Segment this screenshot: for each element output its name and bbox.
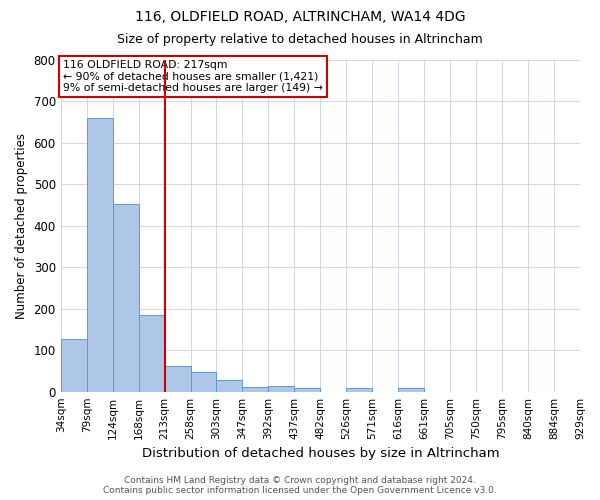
Bar [268,386,295,392]
Text: Size of property relative to detached houses in Altrincham: Size of property relative to detached ho… [117,32,483,46]
Bar [191,372,217,392]
Bar [113,204,139,392]
Bar [346,388,372,392]
X-axis label: Distribution of detached houses by size in Altrincham: Distribution of detached houses by size … [142,447,499,460]
Bar [86,118,113,392]
Text: 116, OLDFIELD ROAD, ALTRINCHAM, WA14 4DG: 116, OLDFIELD ROAD, ALTRINCHAM, WA14 4DG [134,10,466,24]
Bar [217,380,242,392]
Y-axis label: Number of detached properties: Number of detached properties [15,133,28,319]
Bar [398,388,424,392]
Text: 116 OLDFIELD ROAD: 217sqm
← 90% of detached houses are smaller (1,421)
9% of sem: 116 OLDFIELD ROAD: 217sqm ← 90% of detac… [63,60,323,93]
Text: Contains HM Land Registry data © Crown copyright and database right 2024.
Contai: Contains HM Land Registry data © Crown c… [103,476,497,495]
Bar [242,386,268,392]
Bar [61,338,86,392]
Bar [295,388,320,392]
Bar [164,366,191,392]
Bar [139,315,164,392]
